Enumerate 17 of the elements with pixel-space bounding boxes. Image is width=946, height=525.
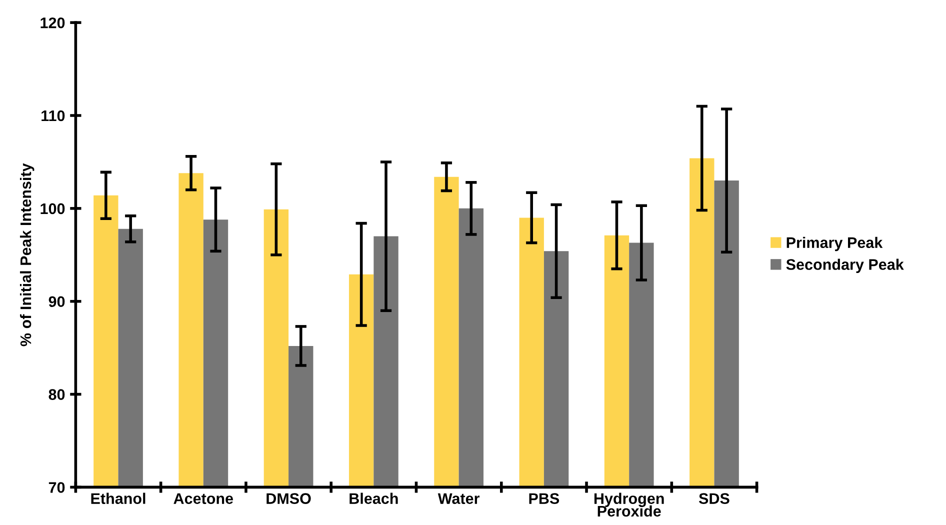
legend-label: Primary Peak — [786, 236, 883, 252]
y-tick-label: 80 — [48, 389, 65, 400]
x-tick-label: Water — [438, 493, 480, 504]
y-tick-label: 110 — [42, 110, 65, 122]
y-tick-label: 100 — [40, 203, 65, 214]
x-tick-label: Hydrogen Peroxide — [594, 492, 664, 517]
y-axis-title: % of Initial Peak Intensity — [20, 163, 34, 346]
x-tick-label: DMSO — [266, 493, 311, 504]
x-tick-label: Ethanol — [91, 492, 146, 504]
x-tick-label: SDS — [698, 493, 730, 504]
y-tick-label: 120 — [40, 17, 65, 28]
x-tick-label: Bleach — [350, 492, 398, 504]
y-tick-label: 70 — [48, 482, 65, 493]
y-tick-label: 90 — [48, 296, 65, 308]
legend-label: Secondary Peak — [786, 258, 904, 273]
x-tick-label: Acetone — [174, 493, 234, 504]
x-tick-label: PBS — [529, 493, 560, 504]
